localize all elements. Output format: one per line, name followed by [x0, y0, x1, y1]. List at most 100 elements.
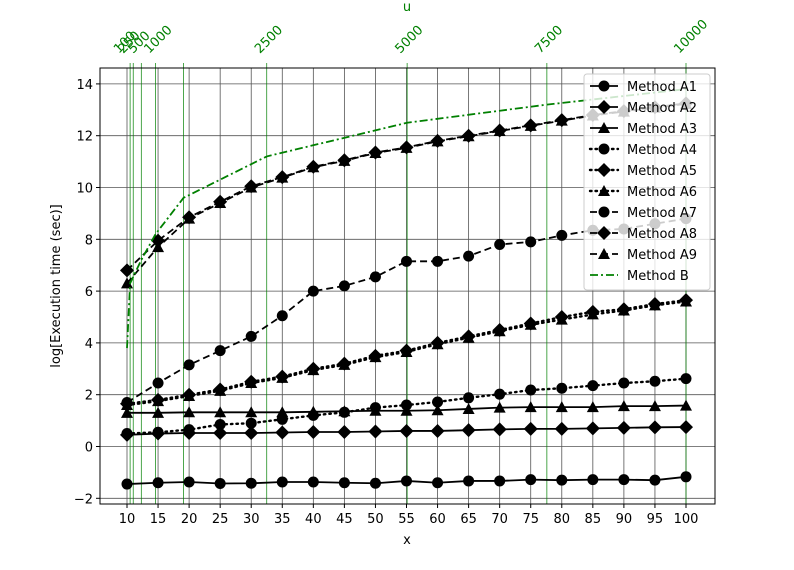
y-tick-label: 2 [85, 389, 93, 404]
series-method-a4 [121, 373, 692, 440]
x-axis-label: x [403, 533, 411, 548]
x-tick-label: 90 [616, 512, 633, 527]
legend-label: Method A5 [627, 164, 697, 179]
marker-circle [214, 478, 226, 490]
marker-triangle [183, 406, 196, 418]
marker-circle [587, 380, 599, 392]
series-line [126, 88, 687, 349]
legend-label: Method A9 [627, 248, 697, 263]
plot-frame [99, 67, 716, 505]
x-tick-label: 35 [274, 512, 291, 527]
marker-triangle [493, 401, 506, 413]
marker-circle [494, 475, 506, 487]
marker-circle [680, 373, 692, 385]
marker-triangle [245, 377, 258, 389]
x-tick-label: 10 [119, 512, 136, 527]
legend-item: Method A5 [588, 163, 697, 179]
marker-circle [369, 271, 381, 283]
marker-circle [556, 382, 568, 394]
marker-circle [214, 418, 226, 430]
marker-triangle [493, 125, 506, 137]
legend-item: Method A6 [588, 185, 697, 200]
y-tick-label: 0 [85, 441, 93, 456]
y-tick-label: −2 [74, 492, 93, 507]
marker-triangle [369, 147, 382, 159]
x-tick-label: 60 [429, 512, 446, 527]
marker-circle [598, 206, 610, 218]
legend-item: Method B [590, 269, 689, 284]
marker-triangle [555, 313, 568, 325]
marker-triangle [598, 122, 610, 133]
legend-label: Method A8 [627, 227, 697, 242]
marker-circle [649, 474, 661, 486]
marker-diamond [597, 226, 611, 240]
u-tick-label: 2500 [252, 23, 286, 57]
marker-circle [525, 384, 537, 396]
marker-circle [338, 477, 350, 489]
marker-triangle [183, 212, 196, 224]
marker-circle [276, 476, 288, 488]
marker-circle [369, 402, 381, 414]
series-layer [120, 88, 693, 490]
marker-circle [121, 396, 133, 408]
marker-diamond [492, 422, 507, 437]
marker-triangle [214, 384, 227, 396]
marker-circle [214, 345, 226, 357]
marker-circle [598, 80, 610, 92]
marker-triangle [598, 248, 610, 259]
marker-triangle [524, 119, 537, 131]
u-tick-label: 1000 [142, 23, 176, 57]
marker-circle [587, 474, 599, 486]
series-method-b [126, 88, 687, 349]
marker-triangle [121, 277, 133, 289]
marker-triangle [307, 161, 320, 173]
marker-circle [183, 424, 195, 436]
legend: Method A1 Method A2 Method A3 Method A4 Meth… [583, 73, 711, 291]
marker-diamond [399, 423, 414, 438]
marker-triangle [369, 351, 382, 363]
marker-diamond [554, 421, 569, 436]
marker-circle [401, 475, 412, 487]
y-tick-label: 14 [76, 78, 93, 93]
marker-circle [598, 143, 610, 155]
marker-triangle [152, 241, 165, 253]
marker-triangle [617, 400, 630, 412]
marker-triangle [121, 406, 133, 418]
marker-diamond [430, 423, 445, 438]
marker-triangle [183, 389, 196, 401]
marker-circle [525, 236, 537, 248]
marker-diamond [368, 424, 383, 439]
x-tick-label: 65 [460, 512, 477, 527]
marker-circle [121, 428, 133, 440]
marker-circle [183, 359, 195, 371]
x-tick-label: 55 [398, 512, 415, 527]
x-tick-label: 85 [585, 512, 602, 527]
legend-item: Method A8 [590, 226, 697, 242]
marker-triangle [400, 141, 413, 153]
marker-diamond [337, 424, 352, 439]
x-tick-label: 95 [647, 512, 664, 527]
marker-circle [649, 375, 661, 387]
marker-circle [401, 399, 412, 411]
marker-triangle [462, 130, 475, 142]
marker-circle [618, 474, 630, 486]
marker-circle [338, 280, 350, 292]
marker-triangle [598, 185, 610, 196]
x-axis-ticks: 10 15 20 25 30 35 40 45 50 55 60 65 70 75 80 85 90 95 100 [119, 504, 698, 527]
marker-triangle [617, 304, 630, 316]
marker-triangle [152, 406, 165, 418]
marker-triangle [493, 325, 506, 337]
marker-diamond [244, 426, 259, 441]
x-tick-label: 25 [212, 512, 229, 527]
x-tick-label: 75 [522, 512, 539, 527]
marker-diamond [585, 421, 600, 436]
marker-circle [307, 285, 319, 297]
marker-diamond [616, 420, 631, 435]
marker-circle [121, 478, 133, 490]
marker-triangle [524, 401, 537, 413]
marker-circle [152, 426, 164, 438]
marker-circle [432, 396, 444, 408]
marker-triangle [400, 345, 413, 357]
legend-item: Method A9 [590, 248, 697, 263]
marker-triangle [245, 181, 258, 193]
